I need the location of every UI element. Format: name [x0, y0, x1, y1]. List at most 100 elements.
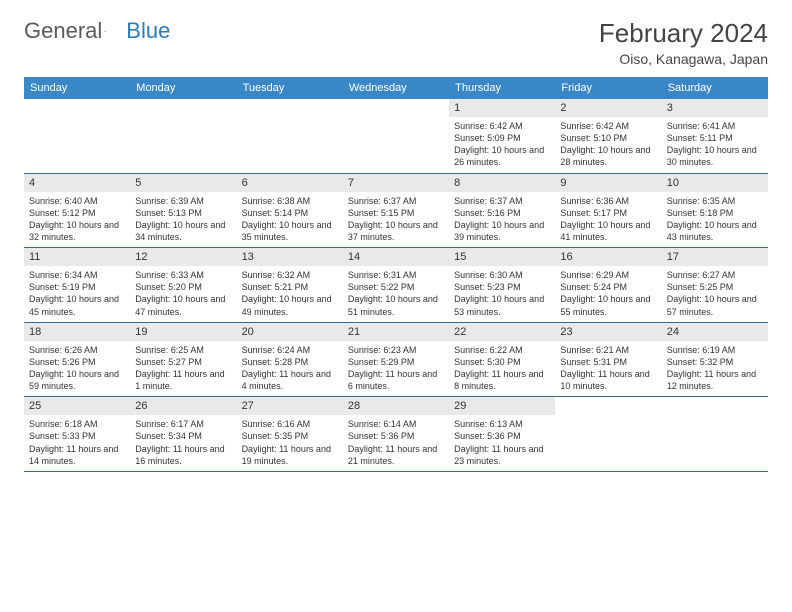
sunset-text: Sunset: 5:27 PM [135, 356, 231, 368]
day-number: 29 [449, 397, 555, 415]
day-number: 26 [130, 397, 236, 415]
sunset-text: Sunset: 5:18 PM [667, 207, 763, 219]
sunset-text: Sunset: 5:23 PM [454, 281, 550, 293]
daylight-text: Daylight: 11 hours and 21 minutes. [348, 443, 444, 467]
sunrise-text: Sunrise: 6:17 AM [135, 418, 231, 430]
day-details: Sunrise: 6:42 AMSunset: 5:09 PMDaylight:… [449, 117, 555, 173]
logo-text-general: General [24, 18, 102, 44]
day-number: 23 [555, 323, 661, 341]
daylight-text: Daylight: 10 hours and 59 minutes. [29, 368, 125, 392]
weekday-fri: Friday [555, 77, 661, 99]
sunrise-text: Sunrise: 6:35 AM [667, 195, 763, 207]
sunrise-text: Sunrise: 6:29 AM [560, 269, 656, 281]
day-number: 1 [449, 99, 555, 117]
logo-triangle-icon [104, 22, 106, 40]
sunrise-text: Sunrise: 6:19 AM [667, 344, 763, 356]
day-details: Sunrise: 6:40 AMSunset: 5:12 PMDaylight:… [24, 192, 130, 248]
day-cell: 10Sunrise: 6:35 AMSunset: 5:18 PMDayligh… [662, 174, 768, 248]
sunset-text: Sunset: 5:20 PM [135, 281, 231, 293]
week-row: 4Sunrise: 6:40 AMSunset: 5:12 PMDaylight… [24, 174, 768, 249]
daylight-text: Daylight: 11 hours and 4 minutes. [242, 368, 338, 392]
weekday-wed: Wednesday [343, 77, 449, 99]
day-cell: 8Sunrise: 6:37 AMSunset: 5:16 PMDaylight… [449, 174, 555, 248]
day-cell: 9Sunrise: 6:36 AMSunset: 5:17 PMDaylight… [555, 174, 661, 248]
day-cell: 18Sunrise: 6:26 AMSunset: 5:26 PMDayligh… [24, 323, 130, 397]
day-cell [130, 99, 236, 173]
daylight-text: Daylight: 11 hours and 14 minutes. [29, 443, 125, 467]
daylight-text: Daylight: 10 hours and 47 minutes. [135, 293, 231, 317]
sunrise-text: Sunrise: 6:37 AM [454, 195, 550, 207]
sunset-text: Sunset: 5:32 PM [667, 356, 763, 368]
day-details: Sunrise: 6:35 AMSunset: 5:18 PMDaylight:… [662, 192, 768, 248]
daylight-text: Daylight: 10 hours and 51 minutes. [348, 293, 444, 317]
day-number: 16 [555, 248, 661, 266]
day-number: 25 [24, 397, 130, 415]
sunset-text: Sunset: 5:19 PM [29, 281, 125, 293]
sunrise-text: Sunrise: 6:41 AM [667, 120, 763, 132]
daylight-text: Daylight: 10 hours and 39 minutes. [454, 219, 550, 243]
day-cell: 6Sunrise: 6:38 AMSunset: 5:14 PMDaylight… [237, 174, 343, 248]
daylight-text: Daylight: 10 hours and 35 minutes. [242, 219, 338, 243]
day-cell: 17Sunrise: 6:27 AMSunset: 5:25 PMDayligh… [662, 248, 768, 322]
day-details: Sunrise: 6:30 AMSunset: 5:23 PMDaylight:… [449, 266, 555, 322]
sunset-text: Sunset: 5:25 PM [667, 281, 763, 293]
day-cell: 23Sunrise: 6:21 AMSunset: 5:31 PMDayligh… [555, 323, 661, 397]
daylight-text: Daylight: 10 hours and 28 minutes. [560, 144, 656, 168]
page-header: General Blue February 2024 Oiso, Kanagaw… [24, 18, 768, 67]
sunset-text: Sunset: 5:31 PM [560, 356, 656, 368]
month-title: February 2024 [599, 18, 768, 49]
day-details: Sunrise: 6:36 AMSunset: 5:17 PMDaylight:… [555, 192, 661, 248]
day-details: Sunrise: 6:27 AMSunset: 5:25 PMDaylight:… [662, 266, 768, 322]
sunrise-text: Sunrise: 6:32 AM [242, 269, 338, 281]
day-number: 27 [237, 397, 343, 415]
day-details: Sunrise: 6:31 AMSunset: 5:22 PMDaylight:… [343, 266, 449, 322]
day-cell: 1Sunrise: 6:42 AMSunset: 5:09 PMDaylight… [449, 99, 555, 173]
day-number: 5 [130, 174, 236, 192]
daylight-text: Daylight: 11 hours and 6 minutes. [348, 368, 444, 392]
sunrise-text: Sunrise: 6:30 AM [454, 269, 550, 281]
daylight-text: Daylight: 10 hours and 34 minutes. [135, 219, 231, 243]
sunrise-text: Sunrise: 6:22 AM [454, 344, 550, 356]
daylight-text: Daylight: 11 hours and 23 minutes. [454, 443, 550, 467]
weekday-sun: Sunday [24, 77, 130, 99]
sunset-text: Sunset: 5:36 PM [348, 430, 444, 442]
day-details: Sunrise: 6:23 AMSunset: 5:29 PMDaylight:… [343, 341, 449, 397]
sunset-text: Sunset: 5:33 PM [29, 430, 125, 442]
sunrise-text: Sunrise: 6:21 AM [560, 344, 656, 356]
day-number: 2 [555, 99, 661, 117]
day-cell: 28Sunrise: 6:14 AMSunset: 5:36 PMDayligh… [343, 397, 449, 471]
sunrise-text: Sunrise: 6:27 AM [667, 269, 763, 281]
sunset-text: Sunset: 5:21 PM [242, 281, 338, 293]
sunrise-text: Sunrise: 6:25 AM [135, 344, 231, 356]
day-number [662, 397, 768, 403]
sunset-text: Sunset: 5:28 PM [242, 356, 338, 368]
day-number: 7 [343, 174, 449, 192]
day-number: 11 [24, 248, 130, 266]
sunrise-text: Sunrise: 6:16 AM [242, 418, 338, 430]
day-number [237, 99, 343, 105]
week-row: 11Sunrise: 6:34 AMSunset: 5:19 PMDayligh… [24, 248, 768, 323]
day-details: Sunrise: 6:29 AMSunset: 5:24 PMDaylight:… [555, 266, 661, 322]
day-number: 19 [130, 323, 236, 341]
day-cell [237, 99, 343, 173]
sunset-text: Sunset: 5:26 PM [29, 356, 125, 368]
daylight-text: Daylight: 10 hours and 43 minutes. [667, 219, 763, 243]
day-cell: 5Sunrise: 6:39 AMSunset: 5:13 PMDaylight… [130, 174, 236, 248]
week-row: 1Sunrise: 6:42 AMSunset: 5:09 PMDaylight… [24, 99, 768, 174]
day-cell: 4Sunrise: 6:40 AMSunset: 5:12 PMDaylight… [24, 174, 130, 248]
day-cell: 22Sunrise: 6:22 AMSunset: 5:30 PMDayligh… [449, 323, 555, 397]
day-details: Sunrise: 6:33 AMSunset: 5:20 PMDaylight:… [130, 266, 236, 322]
sunrise-text: Sunrise: 6:26 AM [29, 344, 125, 356]
day-number [343, 99, 449, 105]
weeks-container: 1Sunrise: 6:42 AMSunset: 5:09 PMDaylight… [24, 99, 768, 472]
logo-text-blue: Blue [126, 18, 170, 44]
day-details: Sunrise: 6:21 AMSunset: 5:31 PMDaylight:… [555, 341, 661, 397]
weekday-thu: Thursday [449, 77, 555, 99]
sunrise-text: Sunrise: 6:23 AM [348, 344, 444, 356]
calendar-grid: Sunday Monday Tuesday Wednesday Thursday… [24, 77, 768, 472]
daylight-text: Daylight: 10 hours and 53 minutes. [454, 293, 550, 317]
day-details: Sunrise: 6:34 AMSunset: 5:19 PMDaylight:… [24, 266, 130, 322]
sunrise-text: Sunrise: 6:40 AM [29, 195, 125, 207]
sunset-text: Sunset: 5:34 PM [135, 430, 231, 442]
sunrise-text: Sunrise: 6:14 AM [348, 418, 444, 430]
